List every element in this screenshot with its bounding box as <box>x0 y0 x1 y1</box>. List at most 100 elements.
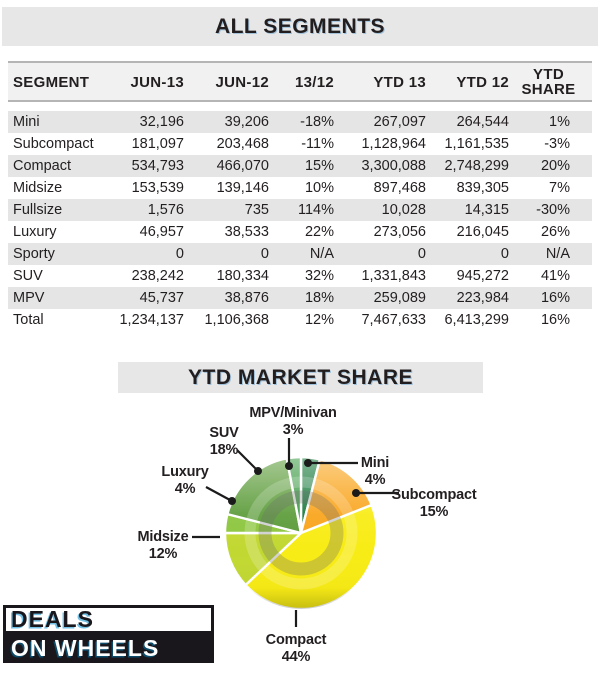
pie-slices <box>223 455 379 611</box>
table-row: Fullsize 1,576 735 114% 10,028 14,315 -30% <box>8 199 592 221</box>
cell-value: N/A <box>509 243 592 265</box>
cell-value: -3% <box>544 136 570 152</box>
cell-value: 216,045 <box>456 224 509 240</box>
leader-dot-mpv-minivan <box>285 462 293 470</box>
pie-label-midsize: Midsize <box>138 529 189 545</box>
leader-dot-luxury <box>228 497 236 505</box>
cell-value: 32,196 <box>112 111 184 133</box>
pie-slice-midsize <box>223 531 303 587</box>
cell-value: 38,533 <box>224 224 269 240</box>
cell-value: 26% <box>540 224 570 240</box>
cell-value: 18% <box>269 287 334 309</box>
segment-name: Midsize <box>13 180 63 196</box>
segment-name: SUV <box>13 268 43 284</box>
pie-label-subcompact: Subcompact <box>391 487 476 503</box>
table-body: Mini 32,196 39,206 -18% 267,097 264,544 1% Subc… <box>8 101 592 331</box>
cell-value: 945,272 <box>456 268 509 284</box>
column-header: YTD 12 <box>426 61 509 102</box>
cell-value: 15% <box>269 155 334 177</box>
cell-value: N/A <box>269 243 334 265</box>
segment-name: Subcompact <box>13 136 94 152</box>
segment-name: Mini <box>8 111 112 133</box>
leader-line-luxury <box>205 486 231 501</box>
segment-name: Total <box>13 312 44 328</box>
logo-row-2: ON WHEELS <box>3 634 214 663</box>
table-row: Compact 534,793 466,070 15% 3,300,088 2,748,2… <box>8 155 592 177</box>
pie-label-mpv-minivan: MPV/Minivan <box>249 405 336 421</box>
pie-gloss-overlay <box>225 457 377 609</box>
cell-value: 16% <box>509 287 592 309</box>
pie-slice-mpv-minivan <box>285 455 303 535</box>
pie-slice-subcompact <box>299 458 373 535</box>
table-row: Subcompact 181,097 203,468 -11% 1,128,964 1,1… <box>8 133 592 155</box>
pie-pct-compact: 44% <box>282 649 311 665</box>
cell-value: 2,748,299 <box>426 155 509 177</box>
pie-label-compact: Compact <box>266 632 327 648</box>
cell-value: 20% <box>509 155 592 177</box>
leader-dot-subcompact <box>352 489 360 497</box>
pie-slice-mini <box>299 455 322 535</box>
cell-value: -30% <box>509 199 592 221</box>
table-title: ALL SEGMENTS <box>214 14 386 38</box>
cell-value: 22% <box>304 224 334 240</box>
column-header: JUN-13 <box>112 61 184 102</box>
cell-value: 3,300,088 <box>334 155 426 177</box>
column-header: YTD 13 <box>334 61 426 102</box>
segment-name: MPV <box>8 287 112 309</box>
cell-value: 839,305 <box>456 180 509 196</box>
logo-row-1: DEALS <box>3 605 214 634</box>
cell-value: 1,161,535 <box>444 136 509 152</box>
cell-value: -11% <box>301 136 334 152</box>
cell-value: 46,957 <box>139 224 184 240</box>
pie-pct-mini: 4% <box>365 472 386 488</box>
logo-line2: ON WHEELS <box>11 635 160 661</box>
cell-value: 7,467,633 <box>361 312 426 328</box>
cell-value: 32% <box>304 268 334 284</box>
column-header: YTD SHARE <box>509 61 592 102</box>
cell-value: 180,334 <box>216 268 269 284</box>
cell-value: 114% <box>269 199 334 221</box>
cell-value: 181,097 <box>131 136 184 152</box>
pie-label-luxury: Luxury <box>161 464 208 480</box>
table-row: Total 1,234,137 1,106,368 12% 7,467,633 6,413… <box>8 309 592 331</box>
segments-table: SEGMENT JUN-13 JUN-12 13/12 YTD 13 YTD 12 YTD … <box>8 61 592 331</box>
deals-on-wheels-logo: DEALS ON WHEELS <box>3 605 214 663</box>
column-header: SEGMENT <box>8 61 112 102</box>
table-row: MPV 45,737 38,876 18% 259,089 223,984 16% <box>8 287 592 309</box>
leader-line-suv <box>236 449 257 470</box>
cell-value: 0 <box>184 243 269 265</box>
pie-slice-suv <box>226 457 303 535</box>
cell-value: 41% <box>540 268 570 284</box>
cell-value: 735 <box>184 199 269 221</box>
cell-value: 1,128,964 <box>361 136 426 152</box>
cell-value: 10% <box>304 180 334 196</box>
cell-value: 0 <box>426 243 509 265</box>
cell-value: 12% <box>304 312 334 328</box>
table-row: Luxury 46,957 38,533 22% 273,056 216,045 26% <box>8 221 592 243</box>
pie-pct-subcompact: 15% <box>420 504 449 520</box>
table-row: SUV 238,242 180,334 32% 1,331,843 945,272 41% <box>8 265 592 287</box>
cell-value: 1% <box>509 111 592 133</box>
table-header-row: SEGMENT JUN-13 JUN-12 13/12 YTD 13 YTD 12 YTD … <box>8 61 592 102</box>
cell-value: 267,097 <box>334 111 426 133</box>
cell-value: 7% <box>549 180 570 196</box>
segment-name: Sporty <box>8 243 112 265</box>
all-segments-banner: ALL SEGMENTS <box>2 7 598 46</box>
pie-label-suv: SUV <box>209 425 239 441</box>
cell-value: 897,468 <box>373 180 426 196</box>
pie-pct-mpv-minivan: 3% <box>283 422 304 438</box>
table-row: Mini 32,196 39,206 -18% 267,097 264,544 1% <box>8 111 592 133</box>
cell-value: 1,106,368 <box>204 312 269 328</box>
cell-value: 0 <box>334 243 426 265</box>
leader-dot-suv <box>254 467 262 475</box>
pie-pct-suv: 18% <box>210 442 239 458</box>
cell-value: 1,576 <box>112 199 184 221</box>
cell-value: 6,413,299 <box>444 312 509 328</box>
cell-value: 273,056 <box>373 224 426 240</box>
pie-pct-luxury: 4% <box>175 481 196 497</box>
leader-dot-mini <box>304 459 312 467</box>
column-header: 13/12 <box>269 61 334 102</box>
table-row: Midsize 153,539 139,146 10% 897,468 839,305 7% <box>8 177 592 199</box>
cell-value: -18% <box>269 111 334 133</box>
cell-value: 16% <box>540 312 570 328</box>
